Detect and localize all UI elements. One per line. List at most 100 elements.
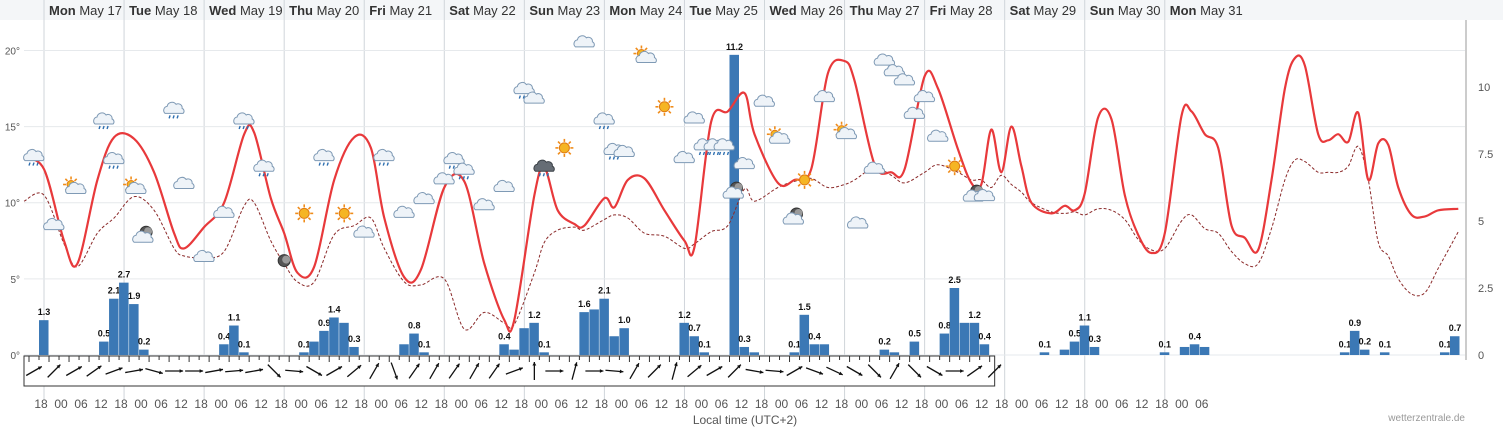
cloud-icon	[353, 225, 375, 238]
sun-ray	[777, 128, 782, 132]
cloud-shape	[373, 148, 395, 162]
wind-arrow-head	[239, 368, 244, 373]
cloud-icon	[903, 106, 926, 119]
rain-drop	[702, 151, 706, 156]
hour-tick-label: 00	[1015, 397, 1029, 411]
rain-drop	[378, 162, 381, 166]
hour-tick-label: 12	[254, 397, 268, 411]
precip-label: 0.1	[788, 339, 801, 349]
cloud-icon	[523, 91, 545, 104]
rain-icon	[253, 159, 275, 177]
precip-bar	[529, 322, 539, 355]
hour-tick-label: 12	[895, 397, 909, 411]
precip-bar	[1189, 344, 1200, 355]
left-axis-tick: 15°	[5, 123, 20, 134]
sun-ray	[347, 206, 352, 210]
wind-arrow-icon	[469, 362, 480, 380]
cloud-icon	[433, 172, 455, 185]
day-header-label: Fri May 28	[930, 3, 993, 18]
cloud-shape	[753, 94, 775, 107]
hour-tick-label: 00	[695, 397, 709, 411]
wind-arrow-icon	[926, 365, 943, 377]
wind-arrow-head	[599, 369, 604, 373]
wind-arrow-icon	[846, 365, 863, 377]
precip-label: 0.2	[878, 337, 891, 347]
day-header-label: Tue May 18	[129, 3, 197, 18]
hour-tick-label: 00	[535, 397, 549, 411]
hour-tick-label: 12	[575, 397, 589, 411]
precip-bar	[1379, 352, 1390, 355]
wind-arrow-head	[97, 365, 102, 370]
wind-arrow-head	[737, 364, 741, 369]
sun-cloud-icon	[633, 45, 657, 64]
cloud-shape	[883, 64, 906, 77]
day-header-date: May 18	[151, 3, 197, 18]
precip-bar	[1339, 352, 1350, 355]
hour-tick-label: 12	[415, 397, 429, 411]
sun-icon	[295, 204, 314, 223]
precip-label: 1.2	[678, 310, 691, 320]
cloud-shape	[453, 162, 475, 175]
precip-bar	[139, 349, 149, 355]
wind-arrow-head	[357, 365, 362, 369]
day-header-date: May 30	[1114, 3, 1160, 18]
rain-drop	[608, 156, 612, 160]
cloud-icon	[613, 144, 635, 157]
hour-tick-label: 00	[455, 397, 469, 411]
rain-drop	[612, 156, 616, 160]
sun-cloud-icon	[123, 176, 147, 194]
hour-tick-label: 18	[355, 397, 369, 411]
cloud-shape	[733, 157, 755, 170]
hour-tick-label: 00	[214, 397, 228, 411]
wind-arrow-head	[674, 362, 678, 367]
day-header-label: Thu May 20	[289, 3, 359, 18]
cloud-shape	[973, 189, 996, 202]
precip-label: 0.3	[1088, 334, 1101, 344]
rain-icon	[233, 112, 255, 130]
wind-arrow-icon	[889, 362, 900, 380]
hour-tick-label: 18	[274, 397, 288, 411]
wind-arrow-head	[877, 373, 881, 378]
precip-label: 2.1	[598, 286, 611, 296]
rain-drop	[116, 165, 119, 169]
rain-drop	[598, 125, 602, 130]
hour-tick-label: 18	[835, 397, 849, 411]
hour-tick-label: 12	[335, 397, 349, 411]
day-header-dow: Sun	[1090, 3, 1115, 18]
wind-arrow-icon	[145, 368, 163, 375]
rain-drop	[466, 176, 469, 180]
precip-bar	[39, 320, 49, 355]
precip-bar	[729, 54, 739, 356]
rain-drop	[36, 162, 39, 166]
wind-arrow-head	[518, 367, 523, 371]
precip-bar	[819, 344, 830, 355]
cloud-shape	[313, 148, 335, 162]
wind-arrow-icon	[488, 363, 501, 379]
precip-bar	[739, 346, 750, 355]
wind-arrow-head	[798, 366, 803, 370]
right-axis-tick: 10	[1478, 82, 1490, 94]
wind-arrow-head	[219, 368, 223, 372]
rain-drop	[102, 125, 105, 130]
wind-arrow-icon	[945, 369, 964, 373]
rain-icon	[313, 148, 335, 166]
cloud-shape	[722, 186, 744, 199]
hour-tick-label: 12	[495, 397, 509, 411]
precip-bar	[599, 298, 609, 355]
rain-drop	[32, 162, 35, 166]
precip-bar	[219, 344, 229, 355]
day-header-date: May 26	[797, 3, 843, 18]
precip-label: 0.1	[418, 339, 431, 349]
day-header-date: May 23	[554, 3, 600, 18]
hour-tick-label: 06	[715, 397, 729, 411]
day-header-label: Wed May 26	[770, 3, 843, 18]
cloud-icon	[213, 205, 235, 218]
cloud-shape	[233, 112, 255, 125]
cloud-shape	[903, 106, 926, 119]
hour-ticks: 18 00 06 12 18 00 06 12 18 00 06 12 18 00 06 12 18 00 06 12…	[34, 397, 1208, 411]
sun-icon	[795, 170, 814, 189]
day-header-label: Sun May 30	[1090, 3, 1161, 18]
sun-ray	[947, 159, 951, 163]
rain-icon	[713, 138, 735, 156]
cloud-icon	[883, 64, 906, 77]
